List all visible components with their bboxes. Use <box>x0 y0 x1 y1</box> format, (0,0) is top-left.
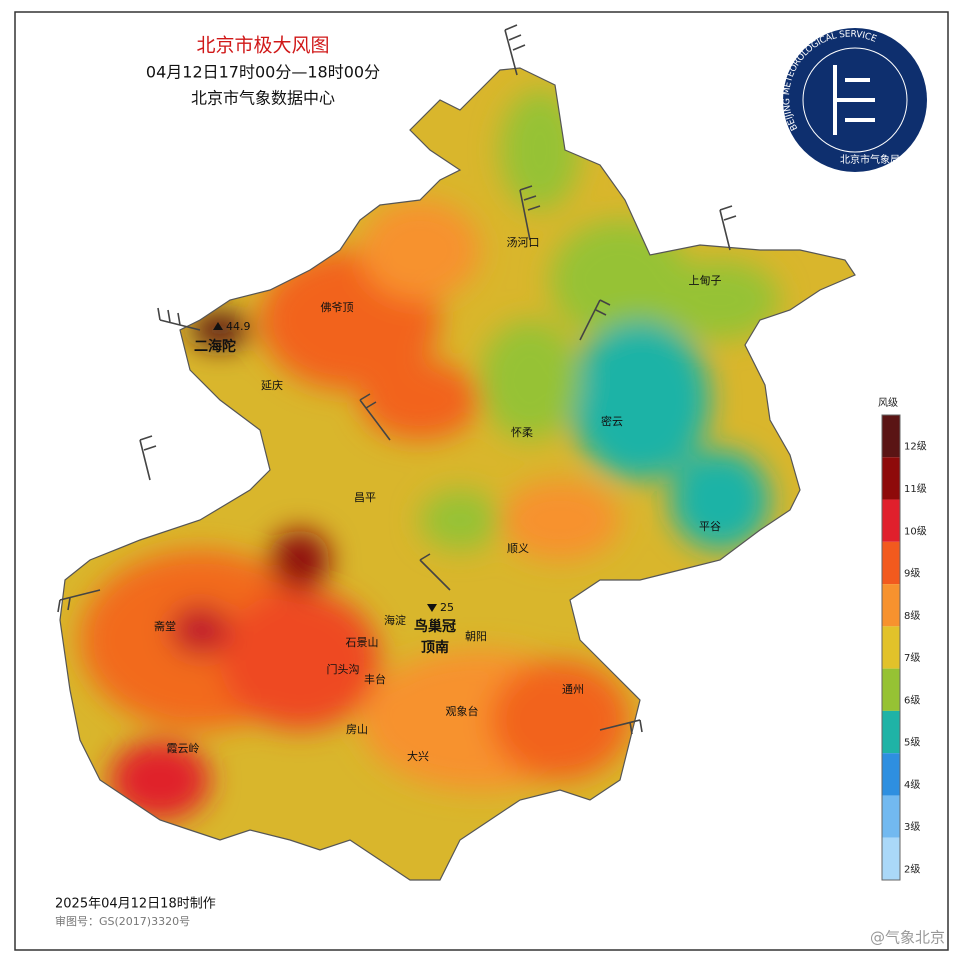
map-title: 北京市极大风图 <box>196 35 329 57</box>
station-value: 25 <box>440 601 454 614</box>
legend-swatch <box>882 668 900 711</box>
legend-label: 11级 <box>904 483 927 495</box>
legend-label: 5级 <box>904 737 920 749</box>
legend-label: 2级 <box>904 863 920 875</box>
logo: BEIJING METEOROLOGICAL SERVICE 北京市气象局 <box>782 28 927 172</box>
stations: 44.9 25 <box>213 320 454 614</box>
place: 汤河口 <box>507 235 540 249</box>
place: 平谷 <box>699 520 721 533</box>
map-subtitle: 04月12日17时00分—18时00分 <box>146 63 380 82</box>
legend-label: 7级 <box>904 652 920 664</box>
wind-field <box>60 68 855 880</box>
map-source: 北京市气象数据中心 <box>191 89 335 108</box>
place: 斋堂 <box>154 619 176 633</box>
place: 顶南 <box>421 639 449 656</box>
place: 石景山 <box>346 636 379 649</box>
legend-swatch <box>882 837 900 880</box>
place: 鸟巢冠 <box>414 618 456 635</box>
place: 怀柔 <box>511 426 533 439</box>
legend-swatch <box>882 457 900 500</box>
legend-label: 12级 <box>904 441 927 453</box>
place: 昌平 <box>354 491 376 504</box>
legend-label: 9级 <box>904 568 920 580</box>
legend: 风级 12级 11级 10级 9级 8级 7级 6级 5级 4级 3级 2级 <box>878 397 927 881</box>
station-marker <box>427 604 437 612</box>
legend-label: 4级 <box>904 779 920 791</box>
legend-swatch <box>882 753 900 796</box>
place: 丰台 <box>364 672 386 686</box>
legend-label: 6级 <box>904 694 920 706</box>
legend-swatch <box>882 541 900 585</box>
legend-swatch <box>882 584 900 627</box>
place: 上甸子 <box>689 274 722 287</box>
place: 海淀 <box>384 613 406 627</box>
legend-border <box>881 414 901 881</box>
legend-swatch <box>882 499 900 542</box>
place: 观象台 <box>446 704 479 718</box>
station-marker <box>213 322 223 330</box>
place: 霞云岭 <box>167 741 200 755</box>
station-value: 44.9 <box>226 320 251 333</box>
place: 朝阳 <box>465 630 487 643</box>
legend-swatch <box>882 415 900 458</box>
wind-barbs <box>57 24 737 735</box>
legend-swatch <box>882 710 900 754</box>
place: 房山 <box>346 723 368 736</box>
legend-swatch <box>882 795 900 838</box>
logo-name: 北京市气象局 <box>840 153 900 166</box>
legend-title: 风级 <box>878 397 898 409</box>
watermark: @气象北京 <box>870 929 945 947</box>
place: 顺义 <box>507 542 529 555</box>
legend-label: 8级 <box>904 610 920 622</box>
made-time: 2025年04月12日18时制作 <box>55 897 216 912</box>
legend-label: 10级 <box>904 525 927 537</box>
place: 门头沟 <box>327 662 360 676</box>
legend-swatch <box>882 626 900 669</box>
place: 佛爷顶 <box>321 300 354 314</box>
legend-label: 3级 <box>904 821 920 833</box>
place: 大兴 <box>407 749 429 763</box>
place: 密云 <box>601 414 623 428</box>
review-number: 审图号：GS(2017)3320号 <box>55 914 190 928</box>
place: 通州 <box>562 683 584 696</box>
place: 延庆 <box>261 378 283 392</box>
place-labels: 汤河口 上甸子 佛爷顶 二海陀 延庆 怀柔 密云 昌平 平谷 顺义 海淀 鸟巢冠… <box>154 235 722 763</box>
place: 二海陀 <box>194 338 236 355</box>
frame <box>14 11 949 951</box>
